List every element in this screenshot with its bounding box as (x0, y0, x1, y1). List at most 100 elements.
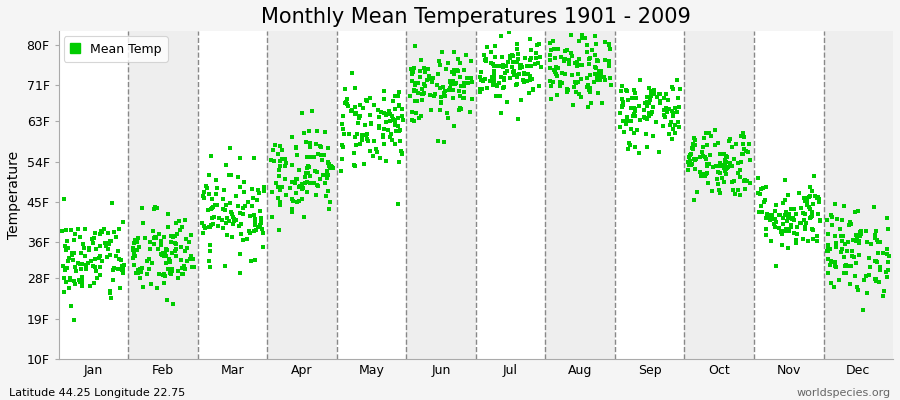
Point (299, 170, 313, 176)
Point (876, 292, 890, 299)
Point (112, 285, 127, 291)
Point (302, 173, 317, 180)
Point (284, 162, 299, 168)
Point (394, 148, 409, 154)
Point (114, 267, 129, 273)
Point (457, 67, 472, 73)
Point (583, 72, 598, 78)
Point (876, 250, 890, 256)
Point (173, 227, 187, 233)
Point (578, 35, 592, 41)
Point (292, 198, 306, 204)
Point (395, 150, 410, 156)
Point (668, 130, 682, 137)
Point (479, 58, 493, 64)
Point (252, 190, 266, 196)
Point (429, 82, 444, 88)
Point (101, 246, 115, 252)
Point (626, 95, 640, 102)
Point (580, 41, 595, 48)
Point (590, 72, 604, 78)
Point (163, 259, 177, 266)
Point (370, 149, 384, 155)
Point (510, 51, 525, 58)
Point (768, 208, 782, 214)
Point (842, 281, 857, 287)
Bar (685, 31, 754, 359)
Point (487, 71, 501, 77)
Point (256, 187, 271, 194)
Point (135, 205, 149, 211)
Point (431, 71, 446, 77)
Point (508, 59, 523, 65)
Point (56, 263, 70, 269)
Point (751, 190, 765, 196)
Point (657, 107, 671, 113)
Point (220, 232, 234, 238)
Point (154, 242, 168, 248)
Point (75, 274, 89, 280)
Bar (198, 31, 267, 359)
Point (796, 217, 811, 224)
Point (382, 108, 397, 114)
Point (576, 22, 590, 28)
Point (850, 208, 865, 214)
Point (459, 52, 473, 58)
Point (775, 242, 789, 248)
Point (233, 210, 248, 216)
Point (515, 64, 529, 70)
Point (763, 212, 778, 218)
Point (239, 235, 254, 242)
Point (763, 216, 778, 223)
Point (150, 246, 165, 252)
Point (724, 163, 739, 170)
Point (798, 224, 813, 230)
Point (698, 173, 713, 179)
Point (597, 74, 611, 80)
Point (620, 114, 634, 120)
Point (533, 54, 547, 60)
Point (175, 244, 189, 250)
Point (668, 105, 682, 111)
Point (346, 162, 361, 168)
Point (832, 226, 847, 233)
Point (736, 133, 751, 140)
Point (862, 272, 877, 279)
Point (158, 246, 173, 252)
Point (811, 194, 825, 201)
Point (168, 240, 183, 247)
Point (410, 98, 424, 104)
Point (848, 209, 862, 216)
Bar (267, 31, 337, 359)
Point (202, 224, 216, 230)
Point (714, 162, 728, 168)
Point (242, 227, 256, 234)
Point (256, 184, 271, 190)
Point (218, 263, 232, 269)
Point (415, 96, 429, 103)
Point (172, 218, 186, 225)
Point (347, 111, 362, 118)
Point (718, 170, 733, 177)
Point (134, 269, 148, 275)
Point (323, 199, 338, 205)
Point (225, 211, 239, 218)
Point (342, 131, 356, 137)
Point (734, 133, 749, 139)
Point (359, 97, 374, 104)
Point (356, 104, 370, 111)
Point (731, 187, 745, 193)
Point (740, 178, 754, 184)
Point (238, 178, 252, 185)
Point (580, 104, 595, 110)
Point (742, 180, 757, 186)
Point (295, 110, 310, 116)
Point (769, 263, 783, 270)
Point (640, 94, 654, 100)
Point (724, 144, 739, 150)
Point (142, 256, 157, 263)
Point (388, 118, 402, 125)
Point (689, 188, 704, 195)
Point (627, 86, 642, 93)
Point (140, 271, 155, 278)
